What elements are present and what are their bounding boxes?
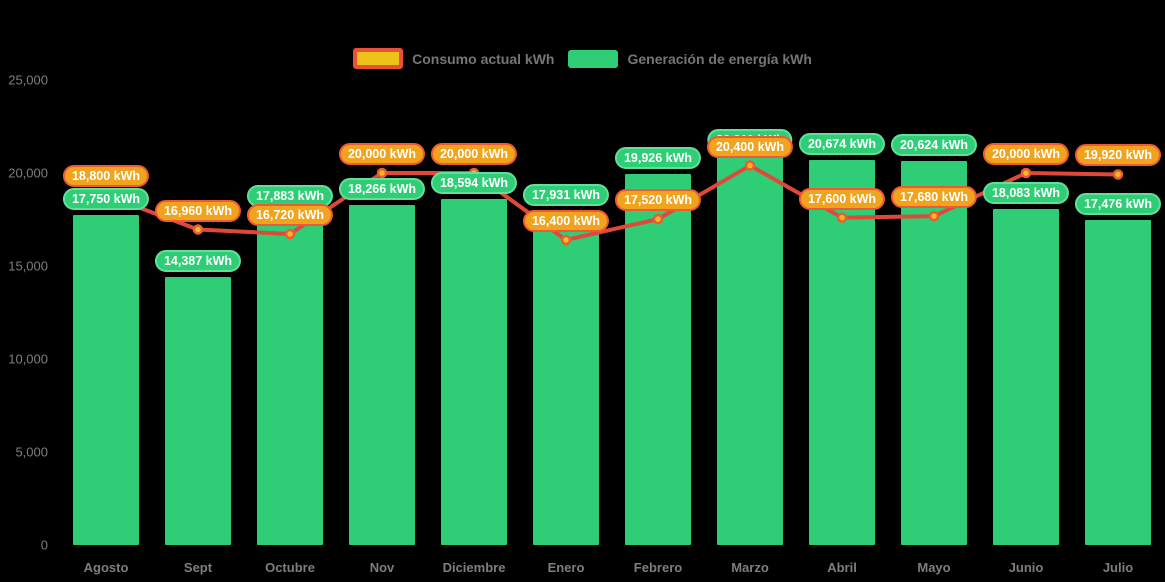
x-axis-label: Febrero [633, 560, 683, 575]
x-axis-label: Abril [827, 560, 857, 575]
line-value-label: 17,600 kWh [798, 187, 886, 210]
bar-value-label: 19,926 kWh [614, 147, 702, 170]
data-point-marker[interactable] [1112, 169, 1124, 180]
bar[interactable] [165, 277, 231, 545]
bar[interactable] [625, 174, 691, 545]
bar-value-label: 18,083 kWh [982, 181, 1070, 204]
bar[interactable] [441, 199, 507, 545]
line-value-label: 17,520 kWh [614, 189, 702, 212]
data-point-marker[interactable] [1020, 167, 1032, 179]
line-value-label: 20,000 kWh [982, 143, 1070, 165]
line-value-label: 16,960 kWh [154, 199, 242, 222]
bar-value-label: 20,624 kWh [890, 134, 978, 157]
line-value-label: 20,000 kWh [338, 143, 426, 165]
bar-series-swatch-icon [568, 49, 619, 68]
line-value-label: 20,400 kWh [706, 135, 794, 158]
line-value-label: 17,680 kWh [890, 186, 978, 209]
x-axis-label: Enero [547, 560, 585, 575]
line-value-label: 20,000 kWh [430, 143, 518, 165]
bar-value-label: 17,750 kWh [62, 187, 150, 210]
bar[interactable] [717, 156, 783, 545]
line-value-label: 16,400 kWh [522, 209, 610, 232]
x-axis-label: Sept [183, 560, 213, 575]
bar-value-label: 18,594 kWh [430, 172, 518, 195]
data-point-marker[interactable] [192, 224, 204, 235]
bar[interactable] [349, 205, 415, 545]
bar-value-label: 17,476 kWh [1074, 192, 1162, 215]
x-axis-label: Nov [369, 560, 395, 575]
bar-value-label: 14,387 kWh [154, 250, 242, 273]
y-tick-label: 10,000 [8, 351, 48, 367]
x-axis-label: Julio [1102, 560, 1134, 575]
y-tick-label: 5,000 [15, 444, 48, 460]
line-value-label: 19,920 kWh [1074, 144, 1162, 167]
bar-value-label: 18,266 kWh [338, 178, 426, 201]
x-axis-label: Mayo [917, 560, 951, 575]
x-axis-label: Marzo [731, 560, 769, 575]
y-tick-label: 20,000 [8, 165, 48, 181]
x-axis-label: Diciembre [442, 560, 506, 575]
bar[interactable] [533, 211, 599, 545]
y-tick-label: 25,000 [8, 72, 48, 88]
bar[interactable] [809, 160, 875, 545]
y-tick-label: 0 [40, 537, 48, 553]
legend-label-generacion: Generación de energía kWh [627, 50, 812, 67]
bar[interactable] [993, 208, 1059, 545]
bar-value-label: 17,931 kWh [522, 184, 610, 207]
bar[interactable] [901, 161, 967, 545]
x-axis-label: Octubre [265, 560, 315, 575]
x-axis-label: Agosto [83, 560, 129, 575]
legend-item-generacion[interactable]: Generación de energía kWh [568, 49, 812, 68]
x-axis-label: Junio [1008, 560, 1044, 575]
bar[interactable] [1085, 219, 1151, 545]
bar[interactable] [257, 212, 323, 545]
bar[interactable] [73, 214, 139, 545]
line-value-label: 16,720 kWh [246, 204, 334, 226]
line-series-swatch-icon [353, 48, 404, 69]
bar-value-label: 20,674 kWh [798, 133, 886, 156]
chart-legend: Consumo actual kWh Generación de energía… [0, 48, 1165, 69]
y-tick-label: 15,000 [8, 258, 48, 274]
data-point-marker[interactable] [376, 167, 388, 179]
legend-label-consumo: Consumo actual kWh [412, 50, 555, 67]
line-value-label: 18,800 kWh [62, 165, 150, 188]
legend-item-consumo[interactable]: Consumo actual kWh [353, 48, 554, 69]
